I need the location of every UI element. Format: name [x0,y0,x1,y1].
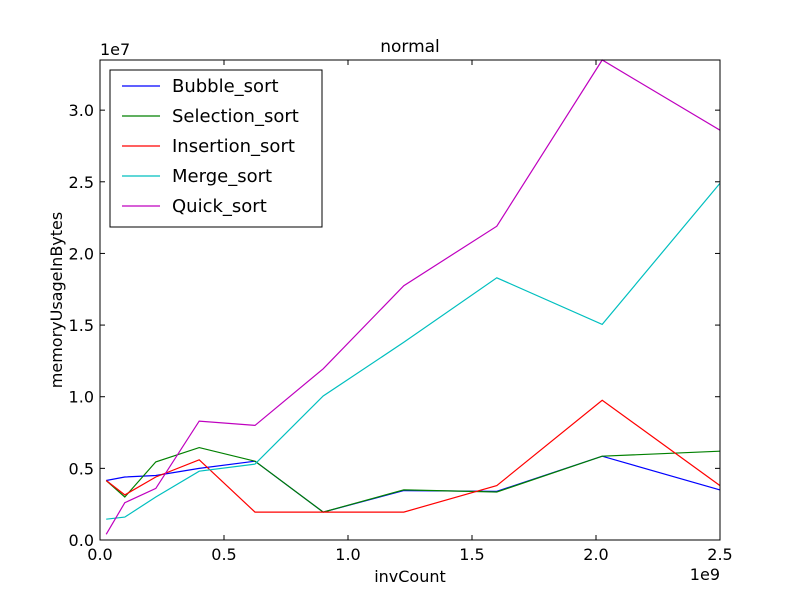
legend-label: Selection_sort [172,106,299,127]
y-tick-label: 1.5 [69,316,94,335]
y-tick-label: 1.0 [69,388,94,407]
legend-label: Bubble_sort [172,76,279,97]
x-tick-label: 1.0 [335,545,360,564]
series-line-merge-sort [106,182,721,520]
legend-label: Insertion_sort [172,136,295,157]
legend-box [109,69,323,228]
y-tick-label: 0.0 [69,531,94,550]
y-axis-label: memoryUsageInBytes [47,212,66,388]
legend-label: Merge_sort [172,166,272,187]
series-line-quick-sort [105,59,721,535]
series-line-bubble-sort [106,455,721,513]
plot-area [105,59,721,535]
legend: Bubble_sort Selection_sort Insertion_sort M… [109,69,323,228]
legend-label: Quick_sort [172,196,267,217]
x-axis-offset-label: 1e9 [690,565,720,584]
plot-frame [99,59,721,541]
y-axis-offset-label: 1e7 [100,40,130,59]
series-line-insertion-sort [105,399,721,513]
x-tick-label: 0.0 [87,545,112,564]
x-axis-label: invCount [374,567,446,586]
series-line-selection-sort [105,446,721,513]
y-tick-label: 2.0 [69,244,94,263]
x-tick-label: 2.5 [707,545,732,564]
y-tick-label: 0.5 [69,459,94,478]
x-tick-label: 1.5 [459,545,484,564]
x-tick-label: 2.0 [583,545,608,564]
y-tick-label: 2.5 [69,173,94,192]
x-axis-ticks: 0.0 0.5 1.0 1.5 2.0 2.5 [87,60,733,564]
x-tick-label: 0.5 [211,545,236,564]
y-tick-label: 3.0 [69,101,94,120]
chart-title: normal [380,37,440,57]
